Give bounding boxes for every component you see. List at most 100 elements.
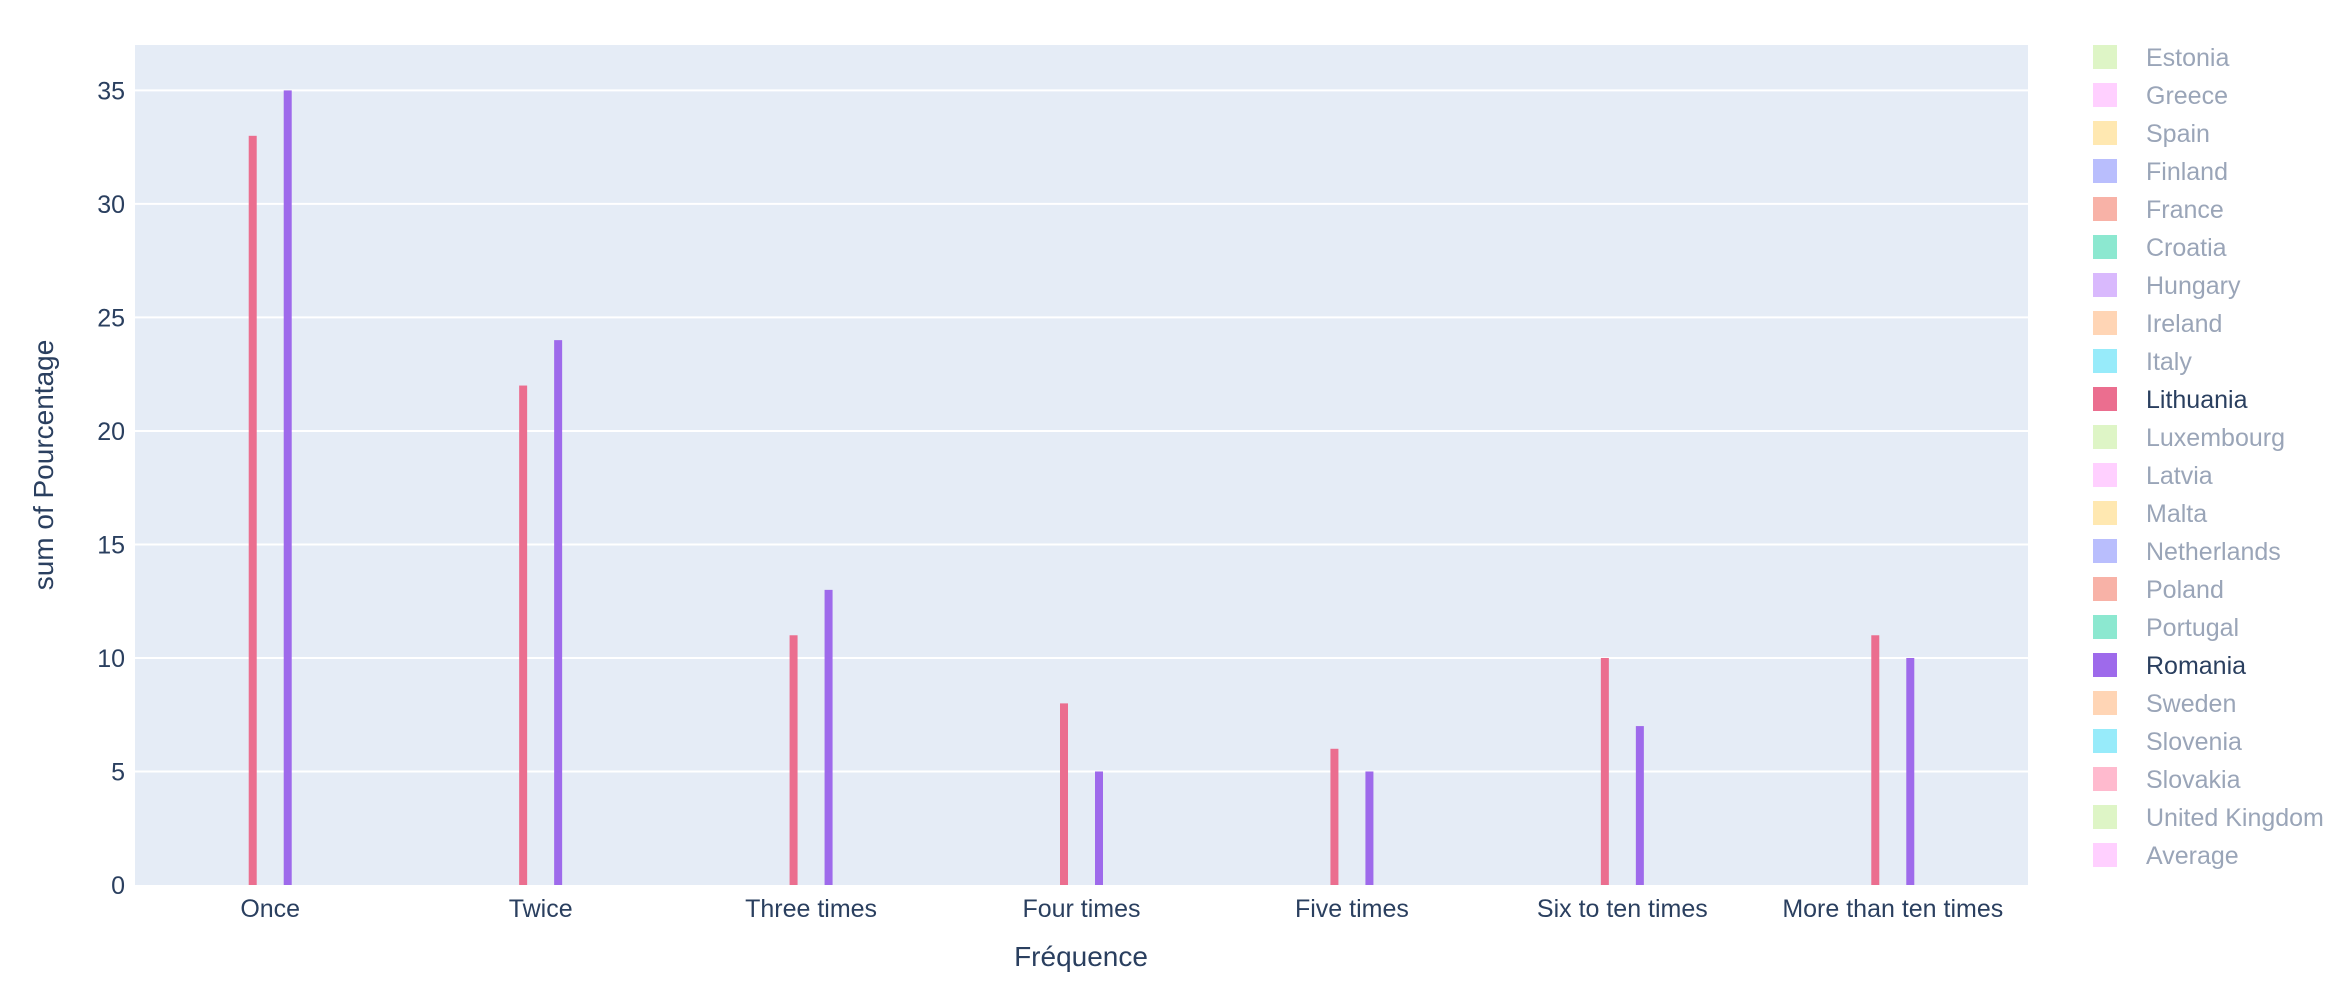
legend-swatch	[2093, 729, 2117, 753]
legend-item-croatia[interactable]: Croatia	[2093, 234, 2227, 262]
legend-label: Malta	[2146, 500, 2207, 528]
legend-swatch	[2093, 767, 2117, 791]
y-axis-title: sum of Pourcentage	[28, 340, 59, 591]
legend-item-poland[interactable]: Poland	[2093, 576, 2224, 604]
bar-lithuania-4[interactable]	[1060, 703, 1068, 885]
legend-swatch	[2093, 159, 2117, 183]
bar-lithuania-5[interactable]	[1330, 748, 1339, 885]
bar-lithuania-6[interactable]	[1600, 657, 1609, 885]
legend-item-hungary[interactable]: Hungary	[2093, 272, 2241, 300]
x-tick-labels: Once Twice Three times Four times Five times…	[240, 895, 2003, 923]
legend-swatch	[2093, 843, 2117, 867]
bar-romania-7[interactable]	[1906, 657, 1915, 885]
y-tick-label: 5	[111, 758, 125, 786]
legend-item-estonia[interactable]: Estonia	[2093, 44, 2229, 72]
legend-swatch	[2093, 235, 2117, 259]
legend-label: Luxembourg	[2146, 424, 2285, 452]
bar-romania-4[interactable]	[1095, 771, 1103, 885]
legend-item-romania[interactable]: Romania	[2093, 652, 2246, 680]
plot-background	[135, 45, 2028, 885]
legend-label: Hungary	[2146, 272, 2241, 300]
y-tick-label: 25	[97, 304, 125, 332]
legend-label: Greece	[2146, 82, 2228, 110]
legend-swatch	[2093, 615, 2117, 639]
legend-swatch	[2093, 45, 2117, 69]
legend-item-finland[interactable]: Finland	[2093, 158, 2228, 186]
bars	[248, 90, 1915, 886]
legend-swatch	[2093, 425, 2117, 449]
legend-label: Portugal	[2146, 614, 2239, 642]
x-tick-label: Four times	[1022, 895, 1140, 923]
legend-item-united-kingdom[interactable]: United Kingdom	[2093, 804, 2324, 832]
y-tick-labels: 0 5 10 15 20 25 30 35	[97, 77, 125, 900]
bar-lithuania-3[interactable]	[789, 635, 798, 885]
legend-item-greece[interactable]: Greece	[2093, 82, 2228, 110]
legend-swatch	[2093, 463, 2117, 487]
gridlines	[135, 89, 2028, 773]
legend-item-france[interactable]: France	[2093, 196, 2224, 224]
legend-label: Finland	[2146, 158, 2228, 186]
legend-label: Slovenia	[2146, 728, 2242, 756]
legend-label: France	[2146, 196, 2224, 224]
y-tick-label: 20	[97, 418, 125, 446]
legend-label: Latvia	[2146, 462, 2213, 490]
legend-label: Lithuania	[2146, 386, 2248, 414]
legend-swatch	[2093, 121, 2117, 145]
legend-swatch	[2093, 83, 2117, 107]
legend-swatch	[2093, 577, 2117, 601]
legend-swatch	[2093, 691, 2117, 715]
legend-label: Spain	[2146, 120, 2210, 148]
bar-romania-2[interactable]	[554, 340, 563, 885]
bar-lithuania-2[interactable]	[519, 385, 528, 885]
bar-lithuania-7[interactable]	[1871, 635, 1880, 885]
legend-item-italy[interactable]: Italy	[2093, 348, 2192, 376]
x-axis-title: Fréquence	[1014, 941, 1148, 972]
y-tick-label: 30	[97, 191, 125, 219]
legend-label: Croatia	[2146, 234, 2227, 262]
legend-item-malta[interactable]: Malta	[2093, 500, 2207, 528]
legend-label: Ireland	[2146, 310, 2222, 338]
legend-item-portugal[interactable]: Portugal	[2093, 614, 2239, 642]
x-tick-label: Twice	[509, 895, 573, 923]
legend-label: Sweden	[2146, 690, 2236, 718]
legend-item-slovenia[interactable]: Slovenia	[2093, 728, 2242, 756]
legend-item-lithuania[interactable]: Lithuania	[2093, 386, 2248, 414]
legend-item-netherlands[interactable]: Netherlands	[2093, 538, 2281, 566]
legend-label: Netherlands	[2146, 538, 2281, 566]
legend-item-sweden[interactable]: Sweden	[2093, 690, 2236, 718]
y-tick-label: 10	[97, 645, 125, 673]
bar-lithuania-1[interactable]	[248, 135, 257, 886]
x-tick-label: More than ten times	[1782, 895, 2003, 923]
legend-swatch	[2093, 387, 2117, 411]
y-tick-label: 35	[97, 77, 125, 105]
legend-item-slovakia[interactable]: Slovakia	[2093, 766, 2241, 794]
y-tick-label: 0	[111, 872, 125, 900]
legend-item-average[interactable]: Average	[2093, 842, 2239, 870]
legend-label: Estonia	[2146, 44, 2229, 72]
legend-item-ireland[interactable]: Ireland	[2093, 310, 2222, 338]
legend-swatch	[2093, 539, 2117, 563]
legend-swatch	[2093, 349, 2117, 373]
x-tick-label: Six to ten times	[1537, 895, 1708, 923]
legend-item-latvia[interactable]: Latvia	[2093, 462, 2213, 490]
bar-romania-5[interactable]	[1365, 771, 1374, 885]
legend-swatch	[2093, 653, 2117, 677]
x-tick-label: Five times	[1295, 895, 1409, 923]
legend-swatch	[2093, 311, 2117, 335]
legend-label: Average	[2146, 842, 2239, 870]
x-tick-label: Three times	[745, 895, 877, 923]
legend-item-spain[interactable]: Spain	[2093, 120, 2210, 148]
legend-swatch	[2093, 805, 2117, 829]
legend-item-luxembourg[interactable]: Luxembourg	[2093, 424, 2285, 452]
legend-label: United Kingdom	[2146, 804, 2324, 832]
bar-romania-6[interactable]	[1635, 726, 1644, 885]
y-tick-label: 15	[97, 531, 125, 559]
legend-label: Slovakia	[2146, 766, 2241, 794]
x-tick-label: Once	[240, 895, 300, 923]
legend-swatch	[2093, 273, 2117, 297]
bar-romania-3[interactable]	[824, 589, 833, 885]
legend-swatch	[2093, 501, 2117, 525]
bar-romania-1[interactable]	[283, 90, 292, 886]
legend-label: Italy	[2146, 348, 2192, 376]
